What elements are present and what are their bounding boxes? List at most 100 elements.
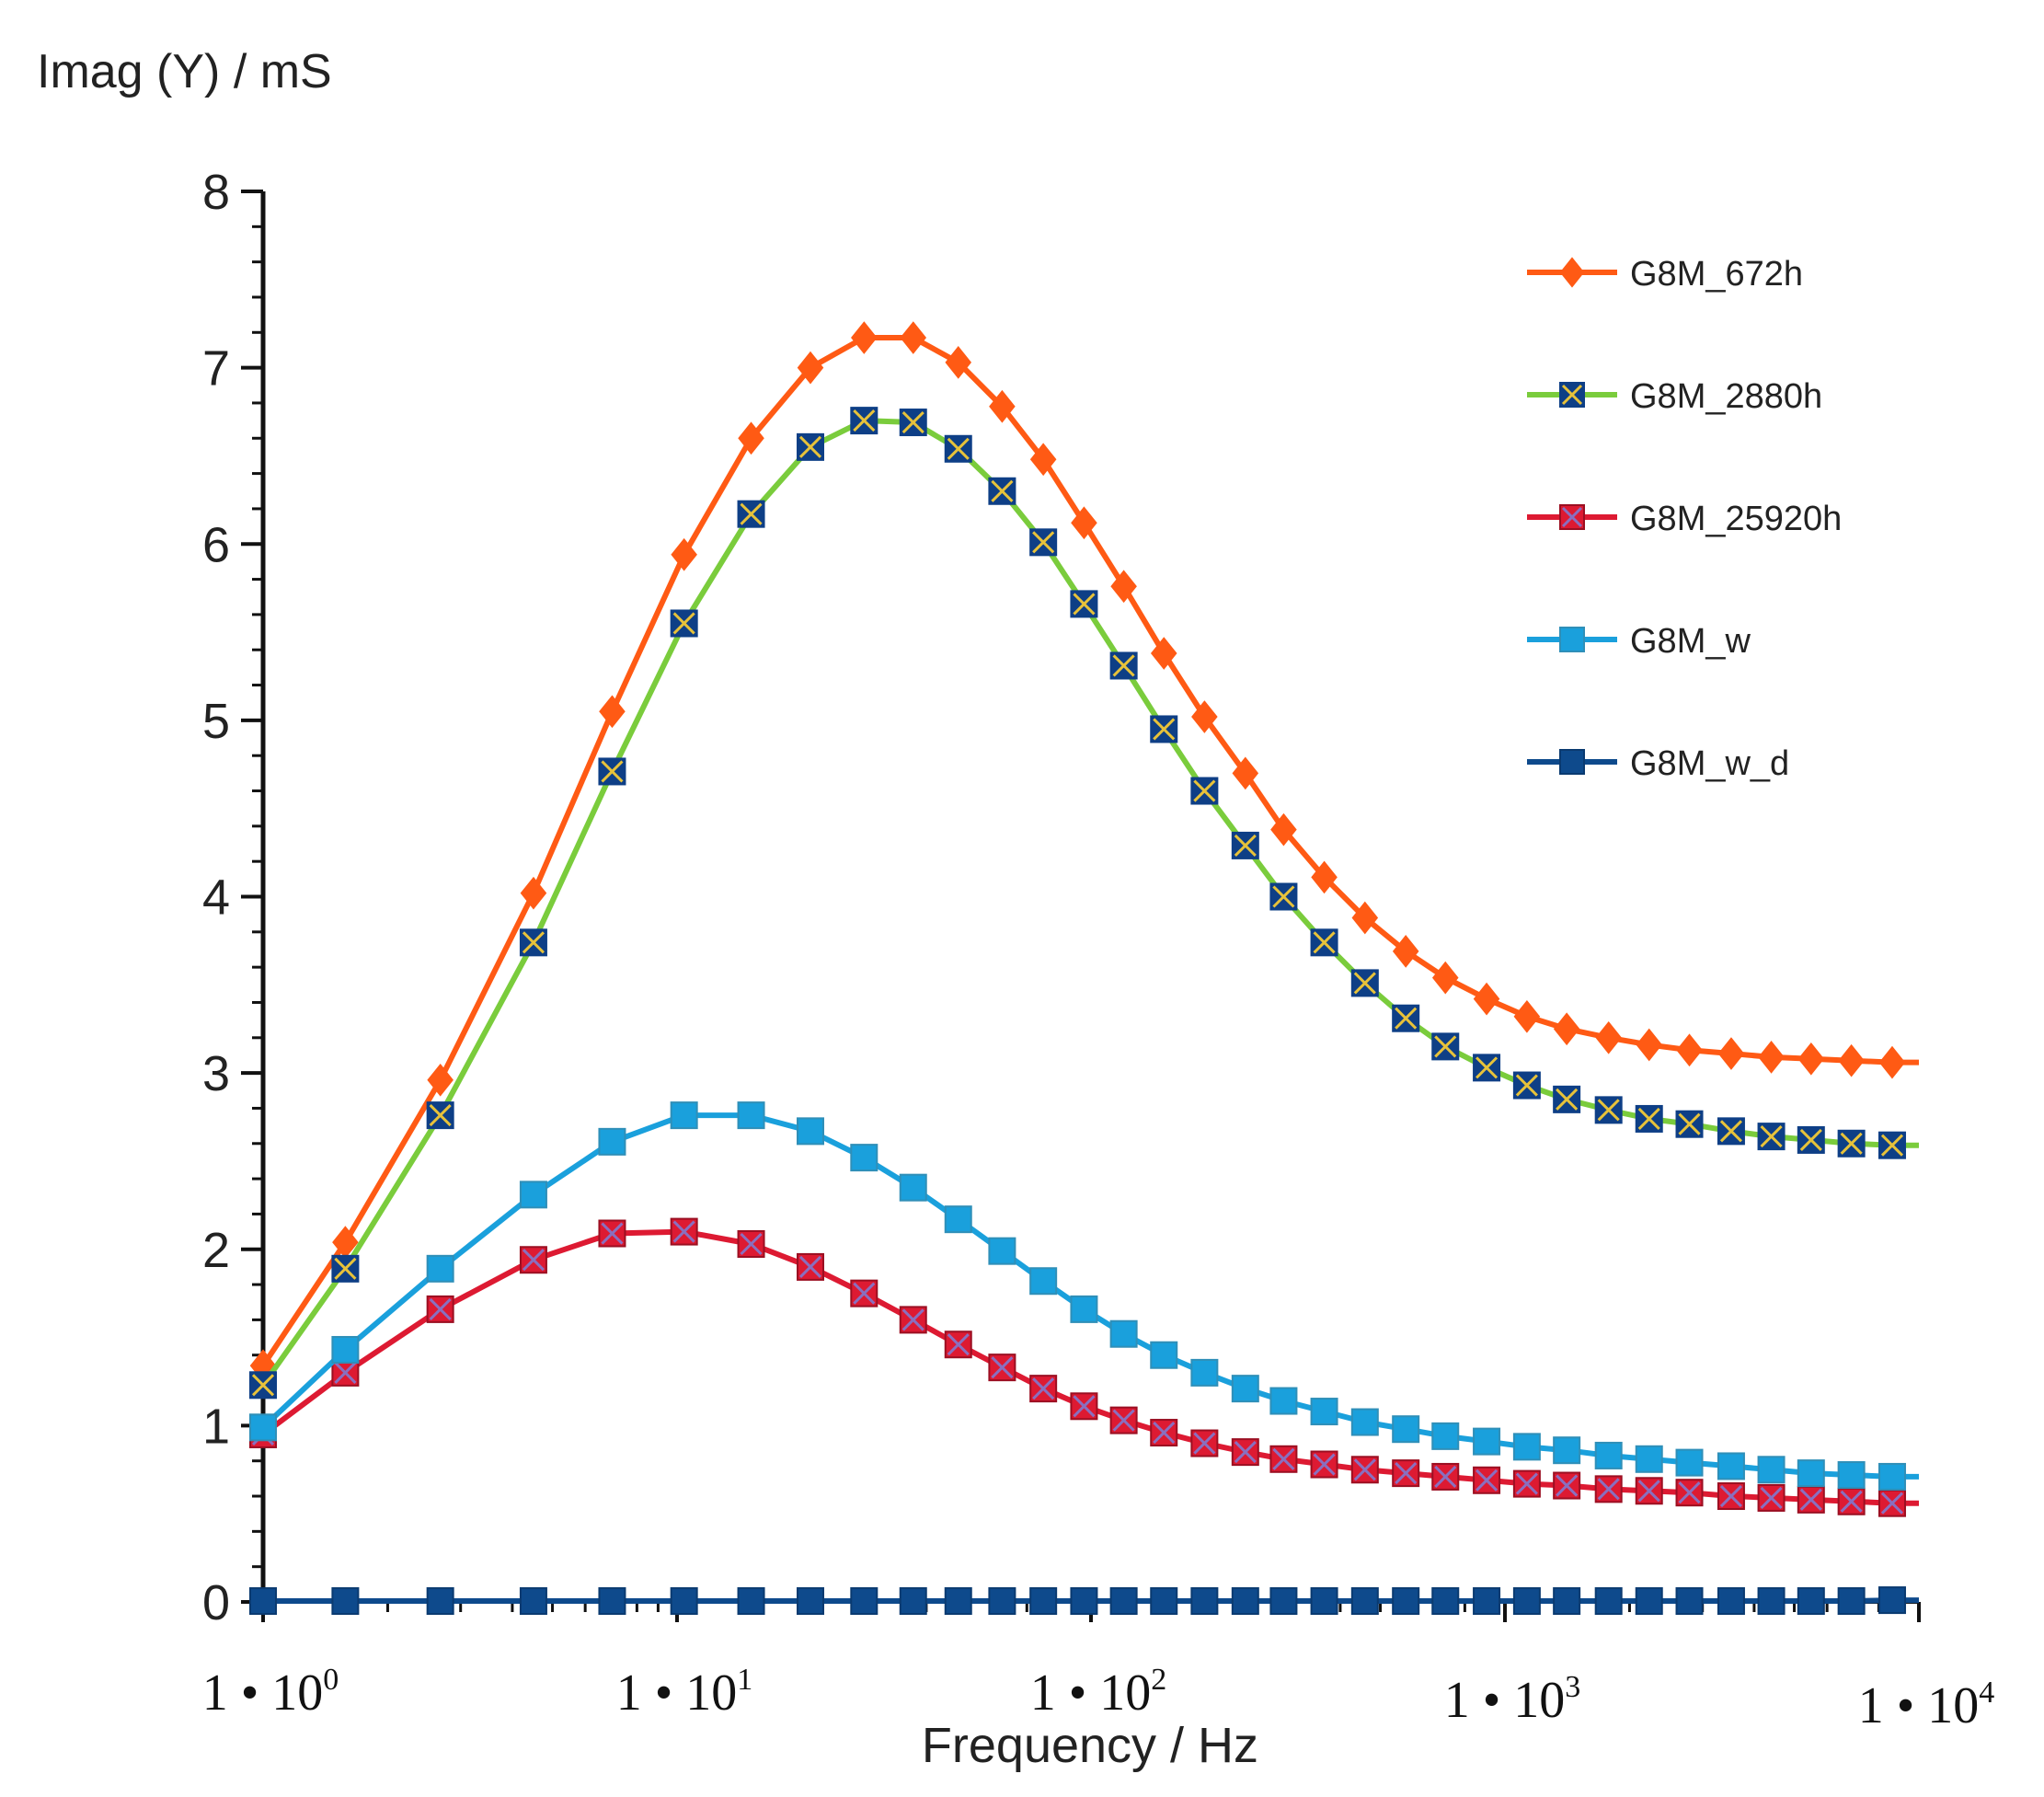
data-point xyxy=(899,1173,927,1202)
data-point xyxy=(1392,1415,1420,1444)
data-point xyxy=(1757,1123,1786,1151)
data-point xyxy=(1594,1475,1623,1503)
data-point xyxy=(249,1587,277,1616)
data-point xyxy=(1190,777,1219,805)
legend: G8M_672h G8M_2880h G8M_25920h G8M_w G8M_w_d xyxy=(1527,255,1842,783)
data-point xyxy=(737,1587,765,1616)
data-point xyxy=(1717,1482,1745,1511)
data-point xyxy=(1232,756,1259,790)
x-tick-label: 1 • 104 xyxy=(1858,1676,1995,1734)
data-point xyxy=(1070,590,1098,618)
data-point xyxy=(1559,627,1585,652)
data-point xyxy=(1392,1459,1420,1488)
data-point xyxy=(1029,528,1058,557)
data-point xyxy=(426,1254,454,1283)
data-point xyxy=(988,1237,1016,1265)
data-point xyxy=(1717,1037,1745,1070)
data-point xyxy=(1877,1462,1906,1491)
data-point xyxy=(331,1587,360,1616)
y-axis-label: Imag (Y) / mS xyxy=(37,45,332,98)
legend-label: G8M_2880h xyxy=(1630,377,1822,416)
data-point xyxy=(670,609,698,638)
data-point xyxy=(899,1306,927,1334)
data-point xyxy=(988,1354,1016,1382)
data-point xyxy=(1717,1452,1745,1480)
data-point xyxy=(1029,1267,1058,1296)
data-point xyxy=(1837,1129,1866,1158)
series-G8M_672h xyxy=(249,321,1919,1383)
data-point xyxy=(1877,1131,1906,1159)
data-point xyxy=(1431,961,1459,995)
data-point xyxy=(1150,637,1177,670)
y-tick-label: 3 xyxy=(202,1046,230,1101)
data-point xyxy=(426,1587,454,1616)
data-point xyxy=(1636,1028,1663,1062)
data-point xyxy=(1757,1587,1786,1616)
data-point xyxy=(737,1230,765,1259)
data-point xyxy=(1150,1419,1178,1447)
data-point xyxy=(1070,1295,1098,1323)
data-point xyxy=(1473,1587,1501,1616)
data-point xyxy=(1717,1587,1745,1616)
data-point xyxy=(1878,1045,1906,1079)
data-point xyxy=(1190,1358,1219,1387)
legend-item: G8M_672h xyxy=(1527,255,1803,294)
data-point xyxy=(1310,1398,1338,1426)
data-point xyxy=(1595,1020,1622,1054)
data-point xyxy=(670,1217,698,1246)
data-point xyxy=(1311,860,1338,894)
data-point xyxy=(1431,1587,1460,1616)
data-point xyxy=(1559,257,1585,288)
data-point xyxy=(598,757,626,786)
data-point xyxy=(988,477,1016,505)
data-point xyxy=(1310,1450,1338,1479)
data-point xyxy=(737,1101,765,1130)
data-point xyxy=(670,1101,698,1130)
data-point xyxy=(1071,506,1097,540)
data-point xyxy=(1190,1587,1219,1616)
data-point xyxy=(1635,1587,1663,1616)
data-point xyxy=(1150,1341,1178,1369)
data-point xyxy=(1797,1459,1825,1488)
series-layer xyxy=(249,321,1919,1616)
data-point xyxy=(1675,1110,1704,1138)
series-line xyxy=(260,418,1919,1388)
data-point xyxy=(331,1358,360,1387)
data-point xyxy=(598,1587,626,1616)
data-point xyxy=(796,1587,824,1616)
data-point xyxy=(1553,1587,1581,1616)
legend-label: G8M_25920h xyxy=(1630,500,1842,538)
x-axis-label: Frequency / Hz xyxy=(922,1718,1258,1773)
data-point xyxy=(1029,1375,1058,1403)
series-G8M_2880h xyxy=(249,407,1919,1400)
y-tick-label: 1 xyxy=(202,1399,230,1454)
data-point xyxy=(1191,700,1218,733)
svg-text:1 • 100: 1 • 100 xyxy=(202,1663,339,1722)
data-point xyxy=(426,1101,454,1130)
series-G8M_w xyxy=(249,1101,1919,1491)
data-point xyxy=(850,1279,878,1307)
data-point xyxy=(738,421,764,455)
data-point xyxy=(1758,1041,1785,1074)
data-point xyxy=(944,1587,972,1616)
y-tick-label: 5 xyxy=(202,694,230,749)
data-point xyxy=(519,928,547,957)
data-point xyxy=(850,1144,878,1172)
data-point xyxy=(1109,1587,1138,1616)
data-point xyxy=(1877,1586,1906,1615)
data-point xyxy=(1553,1471,1581,1500)
data-point xyxy=(1070,1392,1098,1421)
data-point xyxy=(944,1205,972,1234)
legend-item: G8M_w xyxy=(1527,622,1751,661)
data-point xyxy=(796,1117,824,1146)
data-point xyxy=(944,434,972,463)
legend-item: G8M_2880h xyxy=(1527,377,1822,416)
data-point xyxy=(1594,1587,1623,1616)
data-point xyxy=(1877,1489,1906,1517)
legend-label: G8M_w_d xyxy=(1630,744,1789,783)
data-point xyxy=(1473,1054,1501,1082)
data-point xyxy=(1553,1012,1580,1046)
data-point xyxy=(1797,1485,1825,1514)
y-tick-label: 4 xyxy=(202,870,230,926)
data-point xyxy=(1231,1375,1259,1403)
